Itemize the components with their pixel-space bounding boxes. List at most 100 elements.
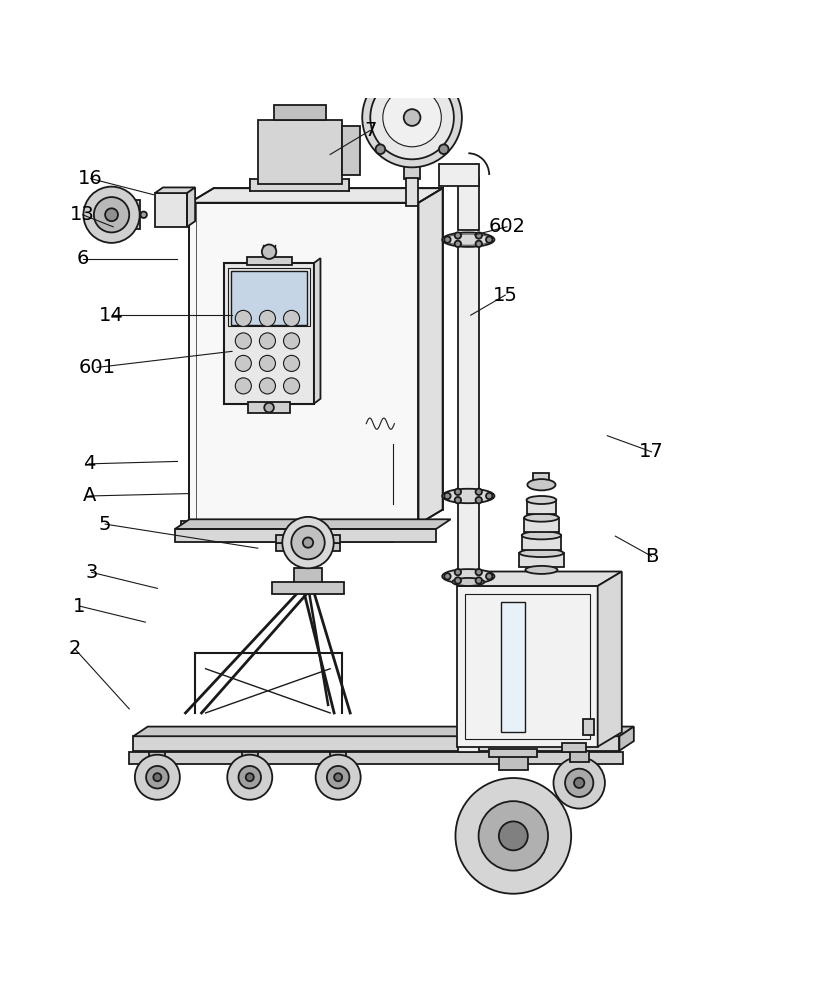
Bar — [342, 126, 359, 175]
Polygon shape — [189, 188, 442, 203]
Bar — [561, 743, 585, 752]
Circle shape — [238, 766, 261, 788]
Circle shape — [486, 493, 492, 499]
Bar — [149, 752, 166, 764]
Circle shape — [264, 403, 273, 412]
Circle shape — [475, 489, 482, 495]
Polygon shape — [619, 727, 633, 751]
Text: 15: 15 — [492, 286, 517, 305]
Circle shape — [235, 355, 251, 371]
Circle shape — [403, 109, 420, 126]
Circle shape — [455, 778, 570, 894]
Bar — [568, 751, 589, 762]
Circle shape — [283, 355, 299, 371]
Bar — [583, 719, 594, 735]
Ellipse shape — [523, 514, 558, 522]
Circle shape — [259, 310, 275, 326]
Bar — [273, 105, 326, 120]
Ellipse shape — [451, 578, 484, 586]
Text: 14: 14 — [99, 306, 124, 325]
Bar — [501, 602, 525, 732]
Circle shape — [454, 489, 461, 495]
Bar — [488, 749, 537, 757]
Circle shape — [105, 208, 118, 221]
Ellipse shape — [525, 566, 557, 574]
Circle shape — [283, 310, 299, 326]
Circle shape — [454, 569, 461, 575]
Ellipse shape — [441, 232, 494, 247]
Polygon shape — [418, 188, 442, 524]
Circle shape — [573, 778, 584, 788]
Bar — [526, 500, 556, 514]
Circle shape — [564, 769, 593, 797]
Circle shape — [315, 755, 360, 800]
Circle shape — [135, 755, 180, 800]
Bar — [276, 543, 339, 551]
Circle shape — [475, 497, 482, 503]
Text: B: B — [644, 547, 657, 566]
Bar — [242, 752, 257, 764]
Circle shape — [84, 187, 140, 243]
Bar — [227, 268, 309, 326]
Circle shape — [454, 497, 461, 503]
Circle shape — [475, 241, 482, 247]
Circle shape — [291, 526, 324, 559]
Bar — [465, 594, 589, 739]
Ellipse shape — [518, 549, 563, 557]
Circle shape — [438, 81, 448, 91]
Ellipse shape — [521, 531, 560, 539]
Text: 17: 17 — [639, 442, 663, 461]
Bar — [181, 521, 425, 532]
Circle shape — [454, 241, 461, 247]
Circle shape — [454, 577, 461, 584]
Circle shape — [382, 88, 441, 147]
Circle shape — [375, 144, 385, 154]
Bar — [247, 402, 289, 413]
Bar — [120, 200, 140, 229]
Bar — [231, 271, 307, 325]
Circle shape — [246, 773, 253, 781]
Bar — [224, 263, 314, 404]
Bar — [249, 179, 348, 191]
Circle shape — [498, 821, 528, 850]
Circle shape — [259, 355, 275, 371]
Bar — [438, 164, 478, 186]
Circle shape — [375, 81, 385, 91]
Ellipse shape — [441, 489, 494, 503]
Circle shape — [146, 766, 168, 788]
Circle shape — [454, 232, 461, 239]
Circle shape — [259, 378, 275, 394]
Bar — [272, 582, 344, 594]
Text: 3: 3 — [85, 563, 98, 582]
Circle shape — [153, 773, 161, 781]
Circle shape — [553, 757, 604, 809]
Circle shape — [362, 68, 461, 167]
Text: 6: 6 — [76, 249, 89, 268]
Text: 7: 7 — [364, 121, 376, 140]
Bar — [257, 120, 342, 184]
Circle shape — [478, 801, 548, 871]
Circle shape — [444, 236, 450, 243]
Circle shape — [444, 573, 450, 580]
Circle shape — [334, 773, 342, 781]
Circle shape — [94, 197, 129, 232]
Text: 1: 1 — [73, 597, 85, 616]
Bar — [133, 736, 619, 751]
Circle shape — [259, 333, 275, 349]
Text: 2: 2 — [69, 639, 81, 658]
Bar — [329, 752, 346, 764]
Polygon shape — [187, 187, 195, 227]
Text: 601: 601 — [79, 358, 115, 377]
Circle shape — [475, 569, 482, 575]
Circle shape — [475, 577, 482, 584]
Bar — [189, 203, 418, 524]
Bar — [276, 535, 339, 543]
Bar — [293, 568, 322, 584]
Circle shape — [444, 493, 450, 499]
Bar — [523, 518, 558, 532]
Circle shape — [486, 573, 492, 580]
Circle shape — [303, 537, 313, 548]
Circle shape — [282, 517, 334, 568]
Circle shape — [235, 333, 251, 349]
Ellipse shape — [441, 569, 494, 584]
